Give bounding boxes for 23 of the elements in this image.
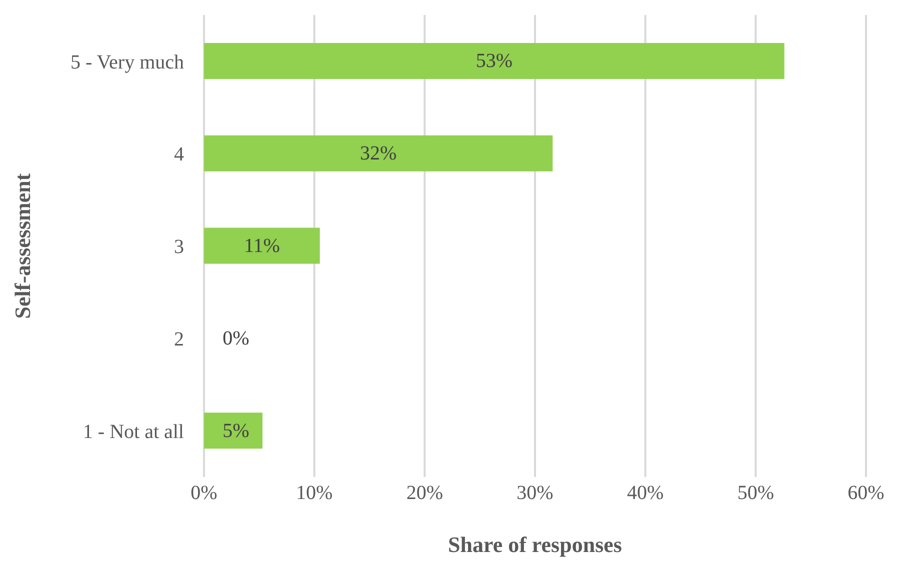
bar	[204, 228, 320, 264]
data-label: 5%	[222, 420, 250, 442]
x-tick-label: 40%	[626, 482, 664, 504]
y-tick-label: 4	[174, 144, 184, 166]
x-tick-label: 10%	[296, 482, 333, 504]
bar	[204, 135, 553, 172]
bar	[204, 43, 784, 79]
x-tick-label: 30%	[516, 482, 554, 504]
x-tick-label: 20%	[406, 482, 444, 504]
x-axis-title: Share of responses	[448, 532, 622, 557]
y-tick-label: 5 - Very much	[70, 51, 184, 74]
x-tick-label: 60%	[848, 482, 884, 504]
data-label: 0%	[222, 327, 250, 350]
data-label: 53%	[476, 50, 513, 72]
y-tick-label: 2	[174, 328, 184, 350]
data-label: 32%	[360, 142, 397, 165]
x-tick-label: 0%	[190, 482, 218, 504]
x-tick-label: 50%	[737, 482, 774, 504]
y-tick-label: 3	[174, 236, 184, 258]
y-tick-label: 1 - Not at all	[82, 420, 184, 443]
bar	[204, 412, 262, 449]
data-label: 11%	[244, 235, 280, 257]
y-axis-title: Self-assessment	[10, 172, 35, 319]
